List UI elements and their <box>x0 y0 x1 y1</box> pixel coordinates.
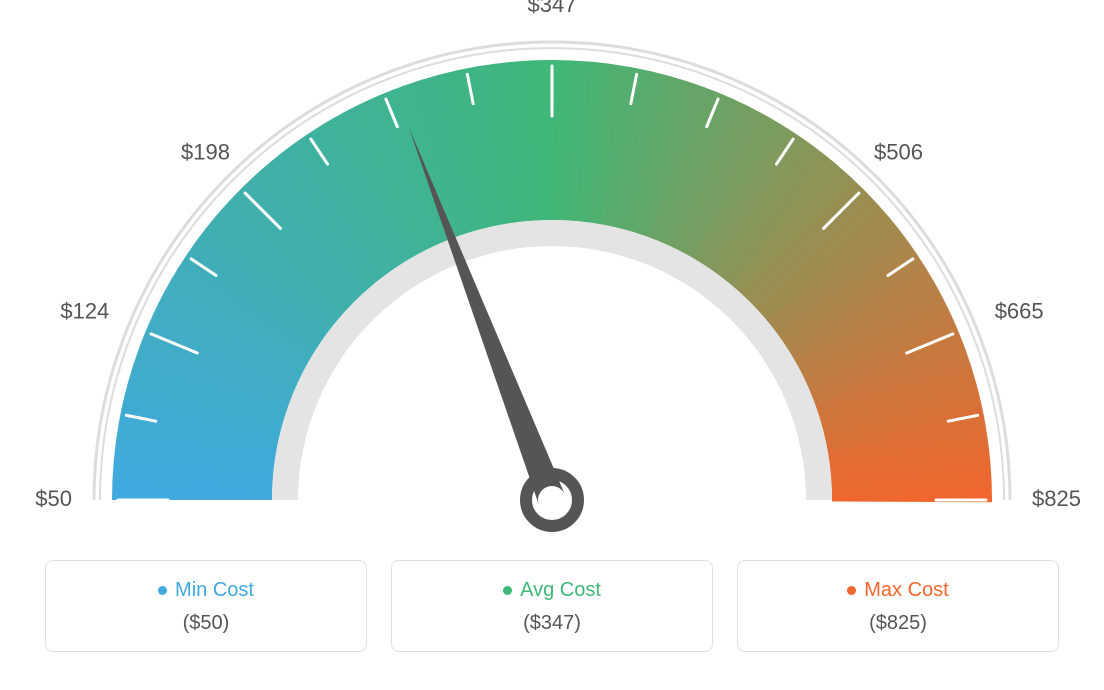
legend-label-min: Min Cost <box>175 579 254 602</box>
legend-title-max: Max Cost <box>847 579 948 602</box>
svg-text:$198: $198 <box>181 140 230 165</box>
legend-row: Min Cost ($50) Avg Cost ($347) Max Cost … <box>0 560 1104 672</box>
svg-text:$347: $347 <box>528 0 577 17</box>
svg-text:$124: $124 <box>60 298 109 323</box>
legend-card-max: Max Cost ($825) <box>737 560 1059 652</box>
legend-card-min: Min Cost ($50) <box>45 560 367 652</box>
legend-card-avg: Avg Cost ($347) <box>391 560 713 652</box>
svg-text:$506: $506 <box>874 140 923 165</box>
svg-text:$50: $50 <box>35 486 72 511</box>
legend-title-avg: Avg Cost <box>503 579 601 602</box>
svg-text:$825: $825 <box>1032 486 1081 511</box>
legend-value-max: ($825) <box>738 612 1058 635</box>
gauge-svg: $50 $124 $198 $347 $506 $665 $825 <box>0 0 1104 560</box>
legend-dot-min <box>158 586 167 595</box>
legend-value-min: ($50) <box>46 612 366 635</box>
legend-title-min: Min Cost <box>158 579 254 602</box>
legend-value-avg: ($347) <box>392 612 712 635</box>
legend-dot-avg <box>503 586 512 595</box>
legend-label-max: Max Cost <box>864 579 948 602</box>
svg-text:$665: $665 <box>995 298 1044 323</box>
gauge-chart: $50 $124 $198 $347 $506 $665 $825 <box>0 0 1104 560</box>
legend-label-avg: Avg Cost <box>520 579 601 602</box>
legend-dot-max <box>847 586 856 595</box>
